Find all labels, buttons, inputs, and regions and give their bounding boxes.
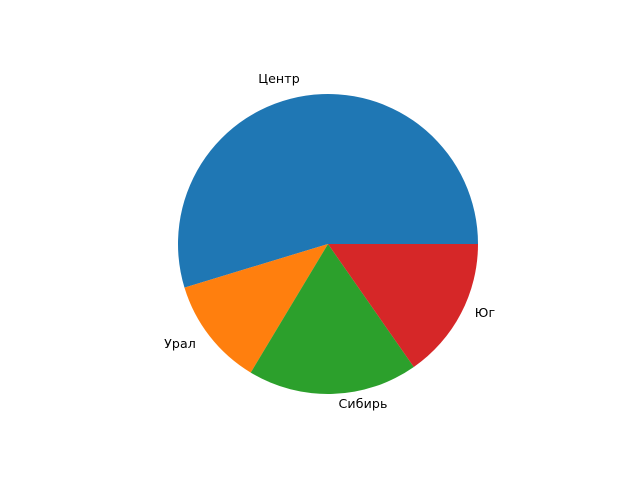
pie-slice-label-4: Юг: [474, 305, 496, 321]
pie-slice-label-3: Сибирь: [338, 396, 388, 412]
pie-slice-4[interactable]: [328, 244, 478, 368]
pie-slices-group: [178, 93, 479, 395]
pie-slice-label-2: Урал: [164, 336, 196, 352]
pie-slice-label-1: Центр: [258, 71, 300, 87]
pie-slice-2[interactable]: [184, 244, 328, 373]
pie-slice-3[interactable]: [250, 244, 414, 395]
pie-slice-1[interactable]: [178, 93, 479, 288]
